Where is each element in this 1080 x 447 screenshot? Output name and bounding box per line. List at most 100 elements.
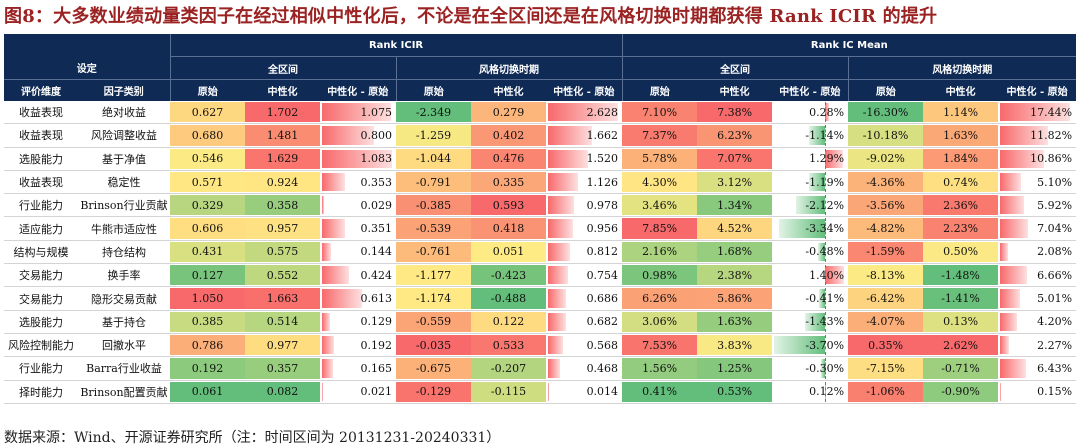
cell-value: 0.627 — [191, 105, 224, 119]
cell-factor-category: 持仓结构 — [78, 240, 170, 265]
heatmap-cell: 1.25% — [697, 356, 773, 381]
cell-value: -0.385 — [415, 198, 452, 212]
positive-data-bar — [548, 196, 575, 215]
cell-value: -1.044 — [415, 152, 452, 166]
cell-value: -0.423 — [490, 268, 527, 282]
cell-value: 2.08% — [1037, 245, 1073, 259]
heatmap-fill — [848, 218, 924, 239]
heatmap-fill — [848, 334, 924, 356]
cell-value: 0.165 — [360, 361, 393, 375]
heatmap-cell: -1.06% — [848, 380, 924, 404]
heatmap-fill — [396, 102, 471, 123]
cell-value: 1.075 — [360, 105, 393, 119]
heatmap-cell: 1.34% — [697, 193, 773, 218]
heatmap-fill — [170, 218, 245, 239]
heatmap-fill — [396, 334, 471, 356]
cell-value: 0.680 — [191, 128, 224, 142]
cell-value: -1.48% — [941, 268, 980, 282]
heatmap-cell: -0.115 — [471, 380, 546, 404]
cell-value: 1.56% — [642, 361, 678, 375]
cell-value: 0.593 — [492, 198, 525, 212]
heatmap-cell: -4.82% — [848, 216, 924, 241]
cell-value: 0.977 — [266, 338, 299, 352]
heatmap-cell: -0.385 — [396, 193, 471, 218]
heatmap-cell: 4.30% — [622, 170, 698, 195]
heatmap-cell: 0.514 — [245, 310, 320, 334]
heatmap-fill — [245, 218, 320, 239]
zero-axis-line — [824, 265, 826, 286]
heatmap-cell: -1.177 — [396, 263, 471, 288]
cell-value: 0.029 — [360, 198, 393, 212]
heatmap-cell: 7.85% — [622, 216, 698, 241]
cell-value: 4.52% — [717, 222, 753, 236]
negative-data-bar — [795, 196, 825, 215]
header-neutralized: 中性化 — [697, 79, 773, 101]
cell-factor-category: 基于净值 — [78, 147, 170, 171]
diff-bar-cell: 1.075 — [320, 101, 396, 125]
heatmap-cell: 1.84% — [923, 147, 999, 171]
heatmap-fill — [697, 148, 773, 169]
heatmap-cell: 2.36% — [923, 193, 999, 218]
diff-bar-cell: 0.800 — [320, 123, 396, 148]
heatmap-fill — [697, 265, 773, 286]
heatmap-fill — [396, 171, 471, 193]
cell-value: 0.978 — [586, 198, 619, 212]
cell-value: 0.568 — [586, 338, 619, 352]
heatmap-fill — [396, 265, 471, 286]
cell-value: 0.575 — [266, 245, 299, 259]
header-group-rank-icir: Rank ICIR — [169, 34, 623, 57]
heatmap-cell: 0.122 — [471, 310, 546, 334]
cell-eval-dimension: 行业能力 — [4, 193, 78, 218]
heatmap-cell: 0.552 — [245, 263, 320, 288]
cell-value: 1.14% — [943, 105, 979, 119]
cell-value: 3.06% — [642, 315, 678, 329]
diff-bar-cell: 0.424 — [320, 263, 396, 288]
heatmap-cell: 0.061 — [170, 380, 245, 404]
heatmap-cell: 3.06% — [622, 310, 698, 334]
heatmap-fill — [245, 265, 320, 286]
heatmap-fill — [245, 148, 320, 169]
cell-value: 6.43% — [1037, 361, 1073, 375]
positive-data-bar — [322, 149, 392, 168]
heatmap-fill — [170, 288, 245, 309]
cell-value: -16.30% — [862, 105, 909, 119]
heatmap-cell: -0.675 — [396, 356, 471, 381]
heatmap-fill — [697, 358, 773, 379]
cell-value: 3.12% — [717, 175, 753, 189]
heatmap-cell: 0.476 — [471, 147, 546, 171]
cell-value: -3.70% — [805, 338, 845, 352]
diff-bar-cell: 1.662 — [546, 123, 623, 148]
heatmap-fill — [245, 381, 320, 402]
heatmap-cell: 0.418 — [471, 216, 546, 241]
cell-factor-category: Brinson行业贡献 — [78, 193, 170, 218]
cell-value: 7.04% — [1037, 222, 1073, 236]
diff-bar-cell: -0.30% — [772, 356, 849, 381]
positive-data-bar — [322, 126, 374, 145]
diff-bar-cell: 0.978 — [546, 193, 623, 218]
header-neutralized: 中性化 — [245, 79, 320, 101]
cell-value: 1.662 — [586, 128, 619, 142]
diff-bar-cell: 0.353 — [320, 170, 396, 195]
cell-value: 5.01% — [1037, 292, 1073, 306]
diff-bar-cell: 11.82% — [998, 123, 1077, 148]
diff-bar-cell: -1.14% — [772, 123, 849, 148]
cell-factor-category: Barra行业收益 — [78, 356, 170, 381]
cell-value: 0.021 — [360, 385, 393, 399]
heatmap-cell: 3.12% — [697, 170, 773, 195]
positive-data-bar — [548, 312, 567, 331]
diff-bar-cell: 1.126 — [546, 170, 623, 195]
cell-value: -10.18% — [862, 128, 909, 142]
positive-data-bar — [1000, 335, 1010, 355]
cell-value: -1.59% — [866, 245, 905, 259]
positive-data-bar — [548, 289, 567, 308]
heatmap-cell: -1.259 — [396, 123, 471, 148]
heatmap-cell: 0.786 — [170, 333, 245, 358]
cell-value: 1.126 — [586, 175, 619, 189]
diff-bar-cell: 0.812 — [546, 240, 623, 265]
heatmap-fill — [848, 311, 924, 332]
heatmap-fill — [471, 288, 546, 309]
heatmap-cell: 7.10% — [622, 101, 698, 125]
diff-bar-cell: 0.12% — [772, 380, 849, 404]
cell-value: -0.129 — [415, 385, 452, 399]
negative-data-bar — [820, 359, 825, 378]
